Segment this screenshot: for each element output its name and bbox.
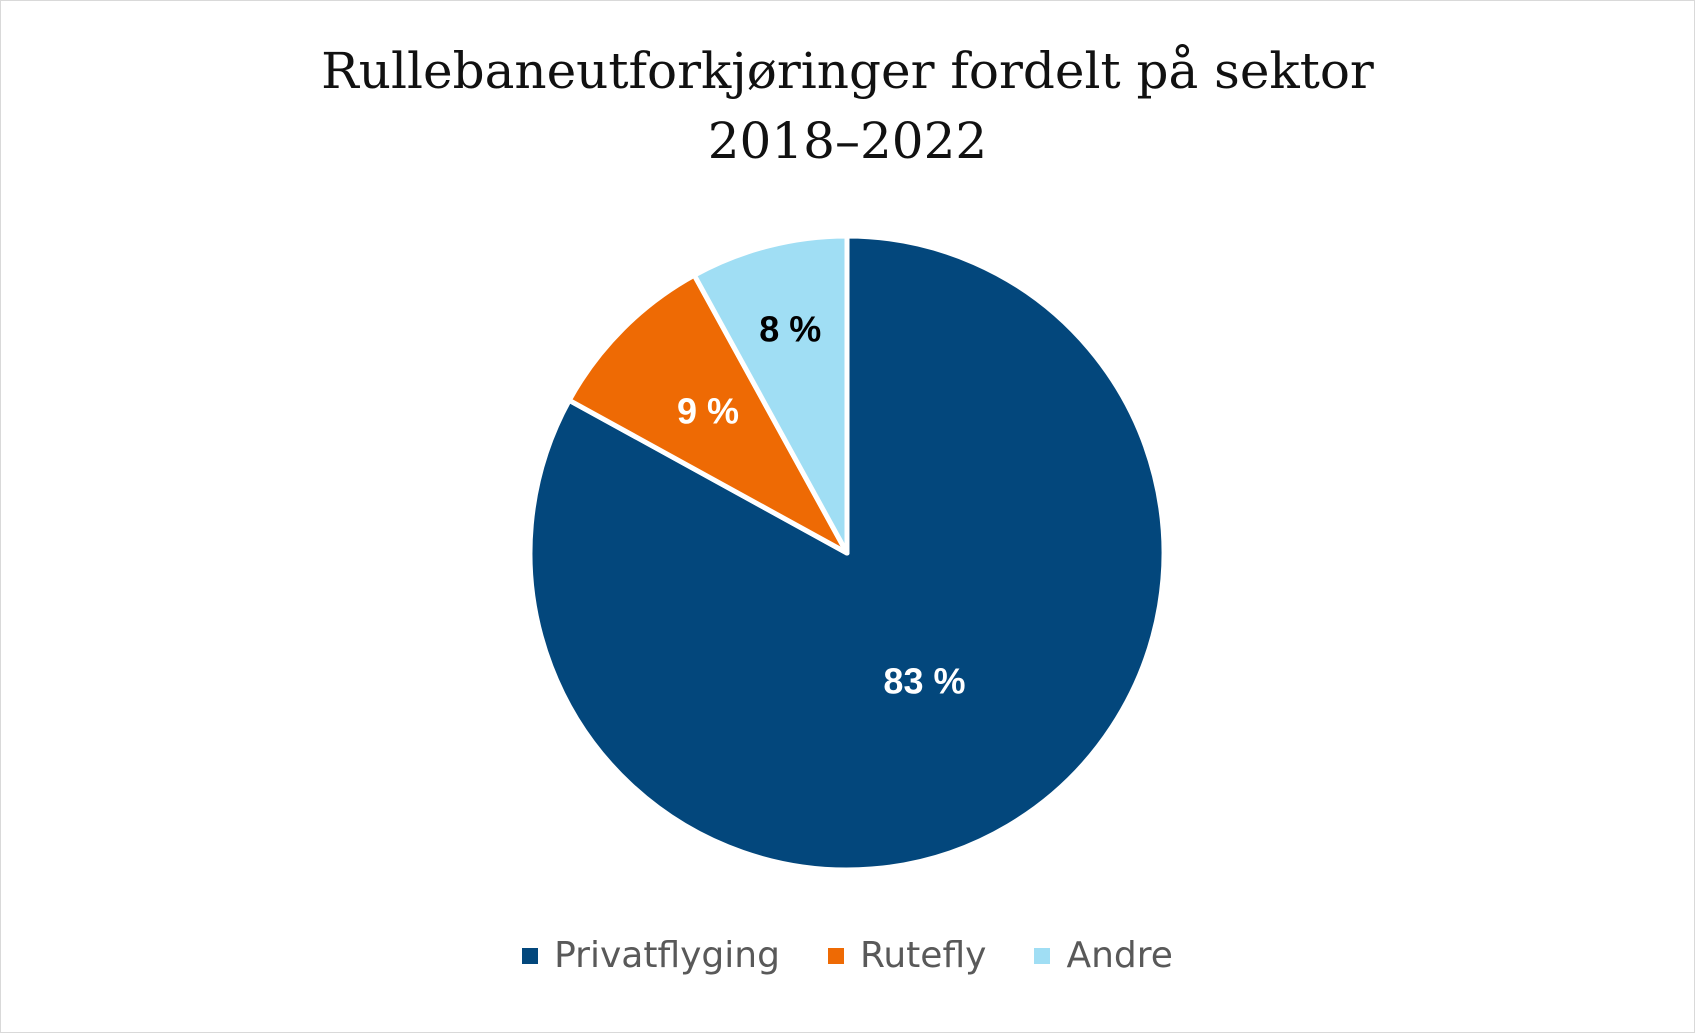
chart-subtitle-line: 2018–2022: [707, 112, 988, 170]
chart-title: Rullebaneutforkjøringer fordelt på sekto…: [0, 36, 1695, 176]
legend-label-privatflyging: Privatflyging: [554, 935, 780, 976]
legend-swatch-andre: [1034, 947, 1051, 964]
legend-swatch-rutefly: [827, 947, 844, 964]
pie-slice-privatflyging: [527, 233, 1167, 873]
pie-slice-andre: [691, 233, 850, 556]
pie-slices: [527, 233, 1167, 873]
data-label-andre: 8 %: [759, 308, 821, 349]
legend: Privatflyging Rutefly Andre: [0, 935, 1695, 976]
data-label-privatflyging: 83 %: [883, 660, 965, 701]
legend-swatch-privatflyging: [522, 947, 539, 964]
chart-title-line: Rullebaneutforkjøringer fordelt på sekto…: [321, 42, 1374, 100]
legend-label-andre: Andre: [1066, 935, 1173, 976]
legend-item-privatflyging: Privatflyging: [522, 935, 780, 976]
pie-slice-rutefly: [566, 272, 850, 556]
legend-item-rutefly: Rutefly: [827, 935, 987, 976]
legend-label-rutefly: Rutefly: [859, 935, 987, 976]
legend-item-andre: Andre: [1034, 935, 1173, 976]
data-label-rutefly: 9 %: [677, 391, 739, 432]
pie-labels: 83 % 9 % 8 %: [677, 308, 965, 701]
